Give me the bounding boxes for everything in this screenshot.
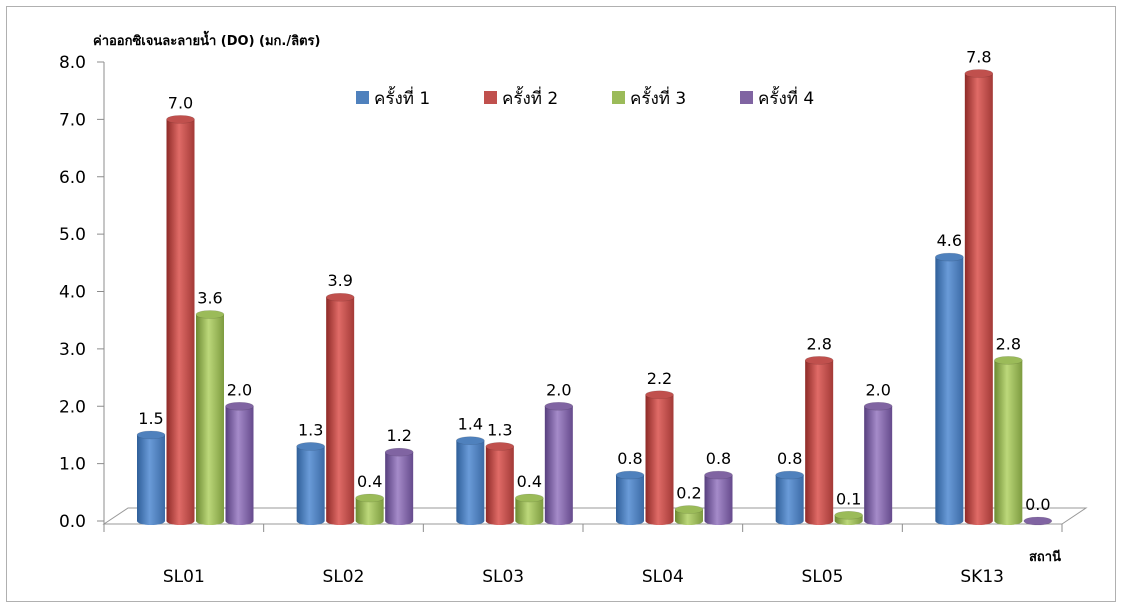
bar — [775, 470, 804, 525]
x-tick-label: SL04 — [642, 567, 684, 587]
bar — [456, 436, 485, 525]
x-axis: SL01 SL02 SL03 SL04 SL05 SK13 — [103, 524, 1063, 587]
data-label: 2.8 — [806, 334, 831, 353]
data-label: 2.2 — [647, 369, 672, 388]
data-label: 1.4 — [458, 415, 483, 434]
data-label: 0.8 — [617, 449, 642, 468]
legend-label: ครั้งที่ 3 — [630, 86, 686, 109]
bar — [863, 401, 893, 525]
bar — [964, 69, 994, 525]
legend-label: ครั้งที่ 4 — [758, 86, 814, 109]
x-tick-label: SL03 — [482, 567, 524, 587]
data-label: 0.8 — [777, 449, 802, 468]
y-tick-label: 2.0 — [59, 397, 86, 417]
x-tick-label: SL02 — [323, 567, 365, 587]
bar — [994, 356, 1023, 525]
bar — [325, 292, 355, 525]
legend-item: ครั้งที่ 2 — [484, 86, 558, 109]
bar — [704, 470, 733, 525]
data-label: 1.3 — [487, 420, 512, 439]
y-tick-label: 6.0 — [59, 168, 86, 188]
legend: ครั้งที่ 1 ครั้งที่ 2 ครั้งที่ 3 ครั้งที่ 4 — [356, 86, 814, 109]
x-axis-title: สถานี — [1029, 549, 1061, 565]
bar — [645, 390, 674, 525]
x-tick-label: SL01 — [163, 567, 205, 587]
data-label: 2.0 — [865, 380, 890, 399]
bar — [804, 356, 834, 525]
bar — [935, 252, 964, 525]
data-label: 0.1 — [836, 489, 861, 508]
legend-swatch — [356, 91, 369, 104]
bar — [834, 510, 863, 525]
data-label: 2.8 — [996, 334, 1021, 353]
bar — [225, 401, 254, 525]
legend-item: ครั้งที่ 4 — [740, 86, 814, 109]
y-axis-ticks: 0.0 1.0 2.0 3.0 4.0 5.0 6.0 7.0 8.0 — [59, 53, 104, 532]
y-tick-label: 7.0 — [59, 110, 86, 130]
data-label: 2.0 — [546, 380, 571, 399]
y-tick-label: 8.0 — [59, 53, 86, 73]
bar — [195, 310, 225, 525]
y-tick-label: 1.0 — [59, 455, 86, 475]
bar — [355, 493, 384, 525]
data-label: 3.6 — [197, 288, 222, 307]
data-label: 0.4 — [357, 472, 382, 491]
data-label: 1.2 — [386, 426, 411, 445]
bar — [296, 442, 325, 525]
bar — [615, 470, 645, 525]
legend-item: ครั้งที่ 3 — [612, 86, 686, 109]
y-tick-label: 0.0 — [59, 512, 86, 532]
data-labels: 1.57.03.62.01.33.90.41.21.4 1.30.42.00.82… — [138, 47, 1050, 514]
y-tick-label: 5.0 — [59, 225, 86, 245]
bar — [515, 493, 544, 525]
data-label: 0.2 — [676, 484, 701, 503]
data-label: 7.0 — [168, 93, 193, 112]
data-label: 3.9 — [327, 271, 352, 290]
x-tick-label: SK13 — [960, 567, 1004, 587]
data-label: 0.0 — [1025, 495, 1050, 514]
y-tick-label: 3.0 — [59, 340, 86, 360]
data-label: 7.8 — [966, 47, 991, 66]
bars — [136, 69, 1053, 526]
legend-label: ครั้งที่ 1 — [374, 86, 430, 109]
data-label: 4.6 — [937, 231, 962, 250]
bar — [674, 505, 704, 525]
bar — [384, 447, 414, 525]
data-label: 0.8 — [706, 449, 731, 468]
x-tick-label: SL05 — [802, 567, 844, 587]
y-axis-title: ค่าออกซิเจนละลายน้ำ (DO) (มก./ลิตร) — [93, 30, 320, 49]
data-label: 2.0 — [227, 380, 252, 399]
bar — [1023, 516, 1053, 526]
y-tick-label: 4.0 — [59, 283, 86, 303]
bar — [544, 401, 574, 525]
bar — [485, 442, 515, 525]
legend-swatch — [612, 91, 625, 104]
legend-item: ครั้งที่ 1 — [356, 86, 430, 109]
legend-label: ครั้งที่ 2 — [502, 86, 558, 109]
bar — [166, 115, 195, 525]
data-label: 1.3 — [298, 420, 323, 439]
data-label: 1.5 — [138, 409, 163, 428]
legend-swatch — [484, 91, 497, 104]
data-label: 0.4 — [517, 472, 542, 491]
bar — [136, 430, 166, 525]
legend-swatch — [740, 91, 753, 104]
